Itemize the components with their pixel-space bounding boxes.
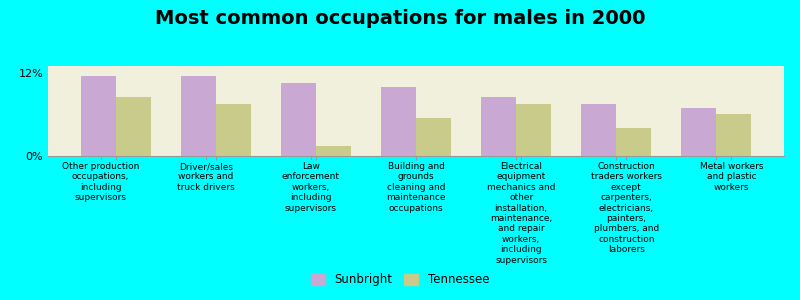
Bar xyxy=(416,118,451,156)
Bar xyxy=(316,146,351,156)
Bar xyxy=(481,97,516,156)
Bar xyxy=(182,76,216,156)
Text: Law
enforcement
workers,
including
supervisors: Law enforcement workers, including super… xyxy=(282,162,340,213)
Bar xyxy=(216,104,251,156)
Bar xyxy=(581,104,616,156)
Bar xyxy=(681,107,715,156)
Bar xyxy=(616,128,650,156)
Legend: Sunbright, Tennessee: Sunbright, Tennessee xyxy=(306,269,494,291)
Bar xyxy=(117,97,151,156)
Bar xyxy=(82,76,117,156)
Bar xyxy=(281,83,316,156)
Bar xyxy=(715,115,750,156)
Text: Building and
grounds
cleaning and
maintenance
occupations: Building and grounds cleaning and mainte… xyxy=(386,162,446,213)
Text: Driver/sales
workers and
truck drivers: Driver/sales workers and truck drivers xyxy=(177,162,234,192)
Text: Other production
occupations,
including
supervisors: Other production occupations, including … xyxy=(62,162,139,202)
Text: Construction
traders workers
except
carpenters,
electricians,
painters,
plumbers: Construction traders workers except carp… xyxy=(590,162,662,254)
Bar xyxy=(381,87,416,156)
Bar xyxy=(516,104,551,156)
Text: Metal workers
and plastic
workers: Metal workers and plastic workers xyxy=(700,162,763,192)
Text: Electrical
equipment
mechanics and
other
installation,
maintenance,
and repair
w: Electrical equipment mechanics and other… xyxy=(487,162,555,265)
Text: Most common occupations for males in 2000: Most common occupations for males in 200… xyxy=(154,9,646,28)
